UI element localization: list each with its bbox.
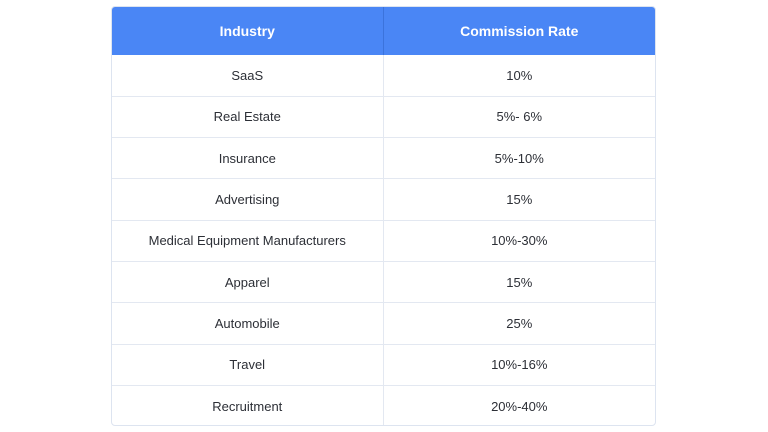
table-header: Industry Commission Rate <box>112 7 655 55</box>
cell-industry: Automobile <box>112 302 384 345</box>
header-row: Industry Commission Rate <box>112 7 655 55</box>
header-industry: Industry <box>112 7 384 55</box>
cell-industry: Travel <box>112 343 384 386</box>
table-row: SaaS 10% <box>112 55 655 97</box>
cell-commission-rate: 15% <box>383 260 655 303</box>
table: Industry Commission Rate SaaS 10% Real E… <box>112 7 655 425</box>
cell-commission-rate: 10%-16% <box>383 343 655 386</box>
cell-industry: Medical Equipment Manufacturers <box>112 219 384 262</box>
header-commission-rate: Commission Rate <box>460 23 579 39</box>
cell-commission-rate: 15% <box>383 178 655 221</box>
cell-commission-rate: 5%- 6% <box>383 95 655 138</box>
cell-industry: Recruitment <box>112 384 384 425</box>
cell-commission-rate: 5%-10% <box>383 137 655 179</box>
table-row: Advertising 15% <box>112 178 655 221</box>
cell-commission-rate: 10%-30% <box>383 219 655 262</box>
cell-industry: SaaS <box>112 55 384 97</box>
cell-industry: Real Estate <box>112 95 384 138</box>
table-row: Automobile 25% <box>112 302 655 345</box>
table-row: Travel 10%-16% <box>112 343 655 386</box>
cell-commission-rate: 25% <box>383 302 655 345</box>
table-body: SaaS 10% Real Estate 5%- 6% Insurance 5%… <box>112 55 655 425</box>
table-row: Apparel 15% <box>112 260 655 303</box>
table-row: Real Estate 5%- 6% <box>112 95 655 138</box>
cell-commission-rate: 20%-40% <box>383 384 655 425</box>
cell-industry: Advertising <box>112 178 384 221</box>
commission-rate-table: Industry Commission Rate SaaS 10% Real E… <box>111 6 656 426</box>
cell-industry: Insurance <box>112 137 384 179</box>
cell-industry: Apparel <box>112 260 384 303</box>
table-row: Recruitment 20%-40% <box>112 384 655 425</box>
cell-commission-rate: 10% <box>506 67 533 83</box>
table-row: Medical Equipment Manufacturers 10%-30% <box>112 219 655 262</box>
table-row: Insurance 5%-10% <box>112 137 655 179</box>
